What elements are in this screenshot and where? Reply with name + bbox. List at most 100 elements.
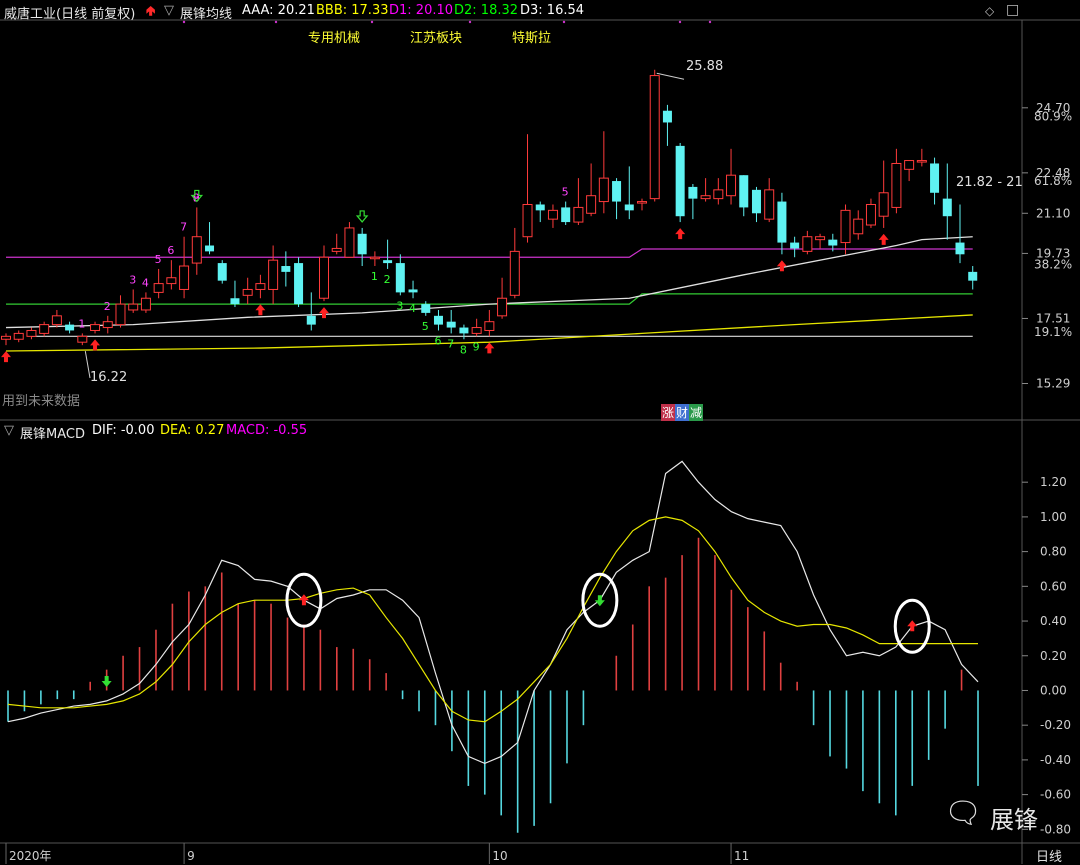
candle-body-down [281,266,291,272]
signal-circle [581,572,619,628]
wechat-icon: 🗨 [944,796,983,831]
x-tick-label: 2020年 [9,849,52,863]
buy-arrow-icon [319,307,329,319]
dif-line [7,460,979,765]
candle-body-up [26,329,37,337]
signal-dot [182,20,186,24]
indicator-toggle-icon[interactable]: ▽ [164,3,174,18]
macd-toggle-icon[interactable]: ▽ [4,423,14,438]
candle-body-down [777,201,787,243]
candle-body-down [383,260,393,264]
candle-body-down [421,304,431,313]
sequence-count-label: 2 [384,273,391,286]
buy-arrow-icon [776,260,787,272]
signal-circle [893,598,931,654]
signal-dot [274,20,278,24]
metric-bbb: BBB: 17.33 [316,3,389,18]
pct-tick-label: 61.8% [1034,174,1072,188]
candle-body-up [586,195,597,214]
candle-body-down [294,263,304,305]
sector-label-3[interactable]: 特斯拉 [512,31,552,46]
d2-line [6,293,973,305]
sequence-count-label: 6 [434,334,441,347]
candle-body-down [790,242,800,249]
candle-body-down [612,181,622,202]
candle-body-up [497,297,508,317]
macd-tick-label: 0.80 [1040,545,1067,559]
indicator-name[interactable]: 展锋均线 [180,7,233,22]
candle-body-up [319,256,329,299]
candle-body-up [522,203,533,238]
price-tick-label: 24.70 [1036,101,1070,115]
watermark-text: 展锋 [990,806,1038,834]
badge-jian[interactable]: 减 [689,404,704,421]
candle-body-up [598,177,609,203]
price-tick-label: 15.29 [1036,377,1070,391]
sequence-count-label: 2 [104,300,111,313]
candle-body-up [471,327,482,334]
candle-body-up [13,332,24,340]
sequence-count-label: 6 [167,244,174,257]
stock-title[interactable]: 威唐工业(日线 前复权) [4,7,136,22]
candle-body-up [39,324,50,334]
maximize-icon[interactable]: □ [1006,2,1020,18]
macd-tick-label: 1.20 [1040,475,1067,489]
sector-label-1[interactable]: 专用机械 [308,31,361,46]
candle-body-up [573,206,584,223]
candle-body-up [916,160,927,163]
badge-zhang[interactable]: 涨 [661,404,676,421]
macd-dea: DEA: 0.27 [160,423,225,438]
macd-value: MACD: -0.55 [226,423,308,438]
candle-body-up [255,283,266,290]
candle-body-up [268,259,279,290]
up-arrow-icon: 🢁 [146,4,156,19]
candle-body-up [509,250,520,296]
candle-body-down [65,324,75,331]
candle-body-up [637,201,647,204]
candle-body-down [955,242,965,255]
sequence-count-label: 4 [409,302,416,315]
candle-body-up [191,236,202,264]
buy-arrow-icon [484,342,495,354]
price-tick-label: 17.51 [1036,311,1070,325]
candle-body-up [115,303,126,326]
candle-body-up [140,297,151,311]
signal-circle [285,572,323,628]
candle-body-up [1,335,11,340]
x-tick-label: 11 [734,849,749,863]
candle-body-down [662,110,672,123]
sequence-count-label: 7 [180,221,187,234]
candle-body-up [344,227,355,258]
sell-arrow-icon [355,210,369,223]
candle-body-up [166,277,177,285]
sequence-count-label: 1 [78,317,85,330]
bbb-moving-average [5,314,973,352]
sequence-count-label: 5 [422,320,429,333]
macd-name[interactable]: 展锋MACD [20,427,85,442]
d1-line [6,248,973,258]
aaa-moving-average [5,236,973,329]
macd-tick-label: -0.20 [1040,718,1071,732]
macd-tick-label: -0.40 [1040,753,1071,767]
x-tick-label: 9 [187,849,195,863]
candle-body-down [675,145,685,217]
buy-arrow-icon [675,228,686,240]
sell-arrow-icon [190,189,204,203]
diamond-icon[interactable]: ◇ [985,4,995,18]
pct-tick-label: 80.9% [1034,110,1072,124]
badge-cai[interactable]: 财 [675,404,690,421]
candle-body-down [561,207,571,223]
pct-tick-label: 38.2% [1034,258,1072,272]
candle-body-down [968,271,978,281]
candle-body-down [230,298,240,305]
candle-body-down [395,263,405,293]
sector-label-2[interactable]: 江苏板块 [410,31,463,46]
period-label[interactable]: 日线 [1036,850,1063,865]
low-marker-line [84,351,91,379]
future-data-note: 用到未来数据 [2,394,81,409]
macd-early-arrow-icon [101,675,112,687]
macd-buy-arrow-icon [298,594,309,606]
price-tick-label: 19.73 [1036,246,1070,260]
candle-body-up [369,256,380,260]
signal-dot [678,20,682,24]
